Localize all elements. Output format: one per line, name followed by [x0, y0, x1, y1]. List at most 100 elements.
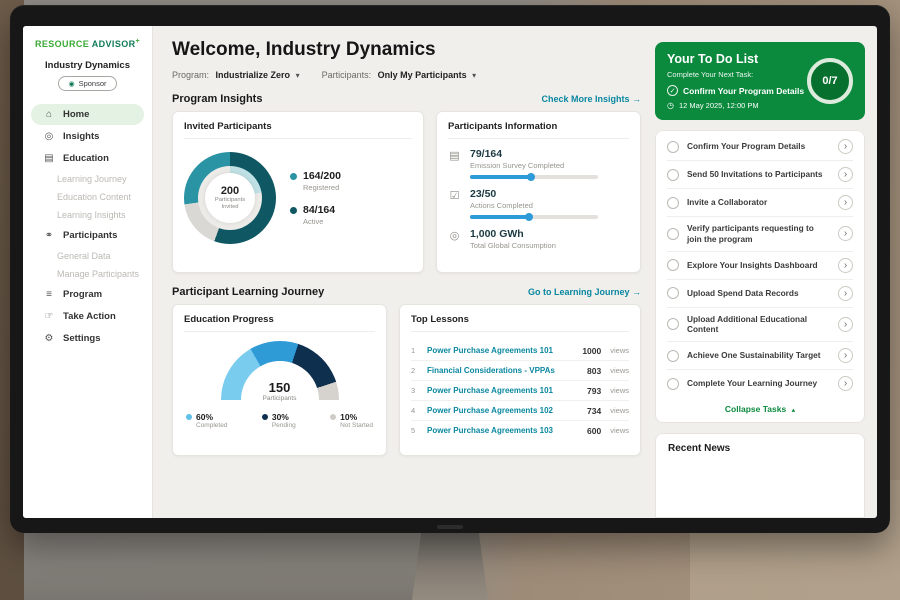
lesson-link[interactable]: Power Purchase Agreements 101: [427, 346, 553, 355]
todo-item[interactable]: Confirm Your Program Details ›: [667, 133, 853, 161]
lesson-row: 3 Power Purchase Agreements 101 793 view…: [411, 381, 629, 401]
education-icon: ▤: [44, 153, 54, 164]
card-title: Participants Information: [448, 121, 629, 139]
todo-item[interactable]: Send 50 Invitations to Participants ›: [667, 161, 853, 189]
card-title: Education Progress: [184, 314, 375, 332]
todo-checkbox[interactable]: [667, 349, 679, 362]
participants-icon: ⚭: [44, 230, 54, 241]
program-insights-cards: Invited Participants 200 Participants In…: [172, 111, 641, 273]
chevron-right-icon[interactable]: ›: [838, 139, 853, 154]
take-action-icon: ☞: [44, 311, 54, 322]
todo-checkbox[interactable]: [667, 140, 679, 153]
sidebar-item-program[interactable]: ≡ Program: [31, 284, 144, 305]
todo-subtitle: Complete Your Next Task:: [667, 70, 754, 79]
top-lessons-card: Top Lessons 1 Power Purchase Agreements …: [399, 304, 641, 456]
todo-checkbox[interactable]: [667, 259, 679, 272]
todo-hero-card: Your To Do List Complete Your Next Task:…: [655, 42, 865, 120]
chevron-right-icon[interactable]: ›: [838, 285, 853, 301]
participants-filter[interactable]: Participants: Only My Participants ▾: [322, 70, 477, 80]
education-progress-card: Education Progress 150 Participants: [172, 304, 387, 456]
program-filter-label: Program:: [172, 70, 210, 80]
lesson-row: 1 Power Purchase Agreements 101 1000 vie…: [411, 341, 629, 361]
arrow-right-icon: →: [632, 287, 641, 297]
participants-filter-value: Only My Participants: [377, 70, 467, 80]
sidebar: RESOURCE ADVISOR+ Industry Dynamics ◉ Sp…: [23, 26, 153, 518]
sidebar-item-manage-participants[interactable]: Manage Participants: [57, 269, 140, 279]
check-icon: ✓: [667, 85, 678, 96]
chevron-right-icon[interactable]: ›: [838, 316, 853, 332]
program-filter-value: Industrialize Zero: [215, 70, 291, 80]
check-more-insights-link[interactable]: Check More Insights →: [541, 94, 641, 104]
legend-item-pending: 30% Pending: [261, 412, 296, 429]
chevron-right-icon[interactable]: ›: [838, 376, 853, 392]
chevron-down-icon: ▾: [472, 71, 477, 80]
sidebar-item-learning-journey[interactable]: Learning Journey: [57, 174, 127, 184]
legend-item-completed: 60% Completed: [186, 412, 227, 429]
monitor-stand: [412, 533, 488, 600]
chevron-right-icon[interactable]: ›: [838, 257, 853, 273]
brand-advisor: ADVISOR: [91, 39, 136, 49]
lesson-link[interactable]: Power Purchase Agreements 103: [427, 426, 553, 435]
monitor-logo: [437, 525, 463, 529]
todo-item[interactable]: Invite a Collaborator ›: [667, 189, 853, 217]
todo-panel: Your To Do List Complete Your Next Task:…: [653, 26, 877, 518]
emission-survey-progress-bar: [470, 175, 598, 179]
todo-checkbox[interactable]: [667, 168, 679, 181]
todo-item[interactable]: Upload Spend Data Records ›: [667, 280, 853, 308]
stat-emission-survey: ▤ 79/164 Emission Survey Completed: [448, 148, 629, 179]
sidebar-item-insights[interactable]: ◎ Insights: [31, 126, 144, 147]
lesson-link[interactable]: Power Purchase Agreements 101: [427, 386, 553, 395]
background-desk-shadow: [24, 530, 444, 600]
todo-item[interactable]: Verify participants requesting to join t…: [667, 217, 853, 252]
gauge-center-value: 150: [268, 380, 291, 395]
dashboard-screen: RESOURCE ADVISOR+ Industry Dynamics ◉ Sp…: [23, 26, 877, 518]
collapse-tasks-button[interactable]: Collapse Tasks ▴: [724, 404, 796, 415]
todo-checkbox[interactable]: [667, 318, 679, 331]
todo-item[interactable]: Achieve One Sustainability Target ›: [667, 342, 853, 371]
sidebar-item-take-action[interactable]: ☞ Take Action: [31, 306, 144, 327]
sidebar-item-learning-insights[interactable]: Learning Insights: [57, 210, 126, 220]
sidebar-item-home[interactable]: ⌂ Home: [31, 104, 144, 125]
sidebar-item-settings[interactable]: ⚙ Settings: [31, 328, 144, 349]
invited-participants-card: Invited Participants 200 Participants In…: [172, 111, 424, 273]
lesson-link[interactable]: Power Purchase Agreements 102: [427, 406, 553, 415]
todo-item[interactable]: Upload Additional Educational Content ›: [667, 308, 853, 343]
sidebar-item-education-content[interactable]: Education Content: [57, 192, 132, 202]
donut-legend: 164/200 Registered 84/164 Active: [290, 170, 341, 226]
sidebar-item-education[interactable]: ▤ Education: [31, 148, 144, 169]
next-task[interactable]: ✓ Confirm Your Program Details: [667, 85, 853, 96]
go-to-learning-journey-link[interactable]: Go to Learning Journey →: [527, 287, 641, 297]
sidebar-item-general-data[interactable]: General Data: [57, 251, 111, 261]
chevron-right-icon[interactable]: ›: [838, 195, 853, 210]
chevron-down-icon: ▾: [295, 71, 300, 80]
donut-center-value: 200: [220, 185, 240, 198]
invited-participants-donut-chart: 200 Participants Invited: [184, 152, 276, 244]
sidebar-nav: ⌂ Home ◎ Insights ▤ Education Learning J…: [23, 104, 152, 349]
sidebar-item-label: Home: [63, 109, 90, 120]
sidebar-item-label: Insights: [63, 131, 100, 142]
todo-checkbox[interactable]: [667, 377, 679, 390]
actions-icon: ☑: [449, 190, 460, 202]
todo-progress-ring: 0/7: [807, 58, 853, 104]
recent-news-header[interactable]: Recent News: [655, 433, 865, 518]
program-filter[interactable]: Program: Industrialize Zero ▾: [172, 70, 300, 80]
todo-item[interactable]: Explore Your Insights Dashboard ›: [667, 252, 853, 280]
lesson-row: 2 Financial Considerations - VPPAs 803 v…: [411, 361, 629, 381]
legend-item-active: 84/164 Active: [290, 204, 341, 226]
lesson-link[interactable]: Financial Considerations - VPPAs: [427, 366, 555, 375]
todo-checkbox[interactable]: [667, 287, 679, 300]
todo-checkbox[interactable]: [667, 227, 679, 240]
settings-icon: ⚙: [44, 333, 54, 344]
pending-dot-icon: [261, 414, 268, 420]
chevron-right-icon[interactable]: ›: [838, 167, 853, 182]
active-dot-icon: [290, 207, 297, 214]
lesson-row: 5 Power Purchase Agreements 103 600 view…: [411, 425, 629, 436]
chevron-up-icon: ▴: [791, 407, 796, 415]
chevron-right-icon[interactable]: ›: [838, 348, 853, 364]
actions-progress-bar: [470, 215, 598, 219]
brand-logo: RESOURCE ADVISOR+: [23, 38, 152, 49]
chevron-right-icon[interactable]: ›: [838, 226, 853, 242]
sidebar-item-participants[interactable]: ⚭ Participants: [31, 225, 144, 246]
todo-checkbox[interactable]: [667, 196, 679, 209]
todo-item[interactable]: Complete Your Learning Journey ›: [667, 370, 853, 397]
